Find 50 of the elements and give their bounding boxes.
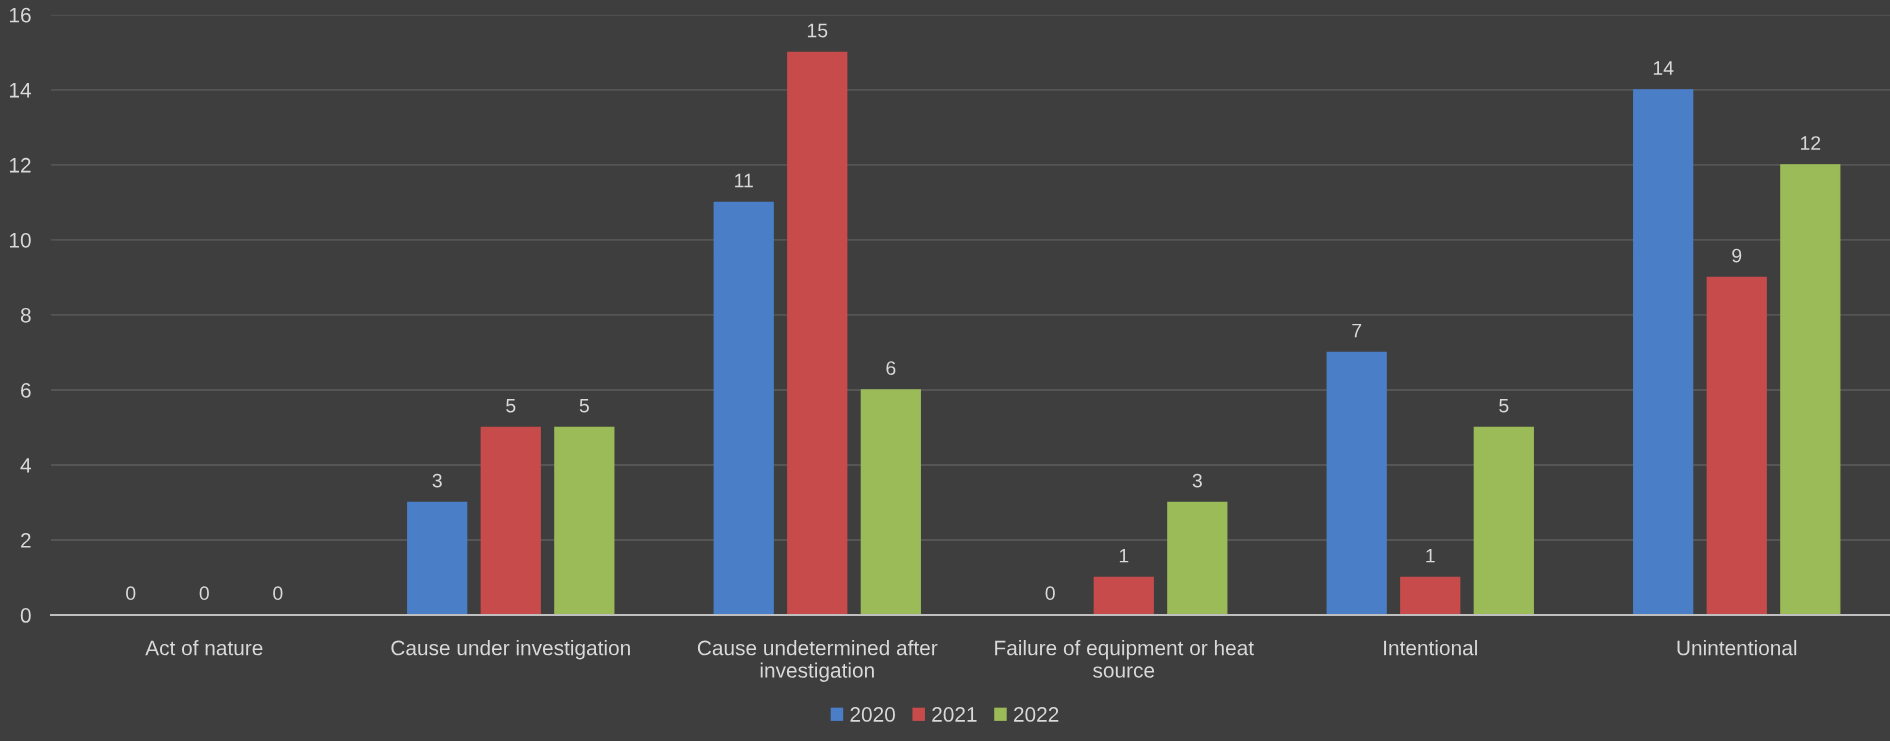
bar [1633, 89, 1694, 616]
data-label: 5 [506, 398, 516, 413]
bar [1706, 276, 1767, 616]
x-tick-label: Failure of equipment or heat source [995, 640, 1254, 678]
data-label: 5 [579, 398, 589, 413]
y-tick-label: 6 [21, 382, 31, 398]
legend-label: 2022 [1014, 707, 1059, 722]
legend-label: 2021 [932, 707, 977, 722]
data-label: 12 [1800, 136, 1821, 150]
x-tick-label: Cause under investigation [391, 640, 630, 660]
y-tick-label: 0 [20, 608, 31, 623]
data-label: 3 [1192, 473, 1202, 488]
bar [1326, 351, 1387, 616]
data-label: 0 [126, 586, 136, 601]
data-label: 1 [1119, 548, 1129, 563]
bar [1473, 426, 1534, 616]
bar [554, 426, 615, 616]
bar [787, 51, 848, 616]
data-label: 11 [735, 173, 753, 188]
bar [860, 389, 921, 616]
data-label: 0 [1045, 586, 1055, 601]
data-label: 5 [1499, 398, 1509, 413]
data-label: 0 [199, 586, 209, 601]
bar [1093, 576, 1154, 616]
legend-label: 2020 [850, 707, 895, 722]
data-label: 0 [273, 586, 283, 601]
y-tick-label: 8 [20, 307, 31, 323]
x-tick-label: Cause undetermined after investigation [697, 640, 938, 682]
y-tick-label: 14 [10, 83, 31, 98]
data-label: 9 [1732, 248, 1742, 263]
bar [713, 201, 774, 616]
data-label: 1 [1426, 548, 1435, 563]
data-label: 15 [807, 23, 828, 38]
bar [1167, 501, 1228, 616]
y-tick-label: 12 [10, 157, 31, 173]
y-tick-label: 16 [10, 7, 31, 23]
bar [1400, 576, 1461, 616]
data-label: 14 [1653, 61, 1674, 75]
y-tick-label: 10 [10, 232, 31, 248]
data-label: 6 [886, 361, 896, 375]
x-tick-label: Unintentional [1677, 640, 1797, 656]
bar [1780, 164, 1841, 616]
bar [480, 426, 541, 616]
x-tick-label: Act of nature [145, 640, 263, 656]
y-tick-label: 4 [20, 458, 31, 473]
y-tick-label: 2 [21, 533, 31, 548]
data-label: 7 [1352, 323, 1362, 338]
x-tick-label: Intentional [1384, 640, 1477, 656]
data-label: 3 [432, 473, 442, 488]
bar [407, 501, 468, 616]
